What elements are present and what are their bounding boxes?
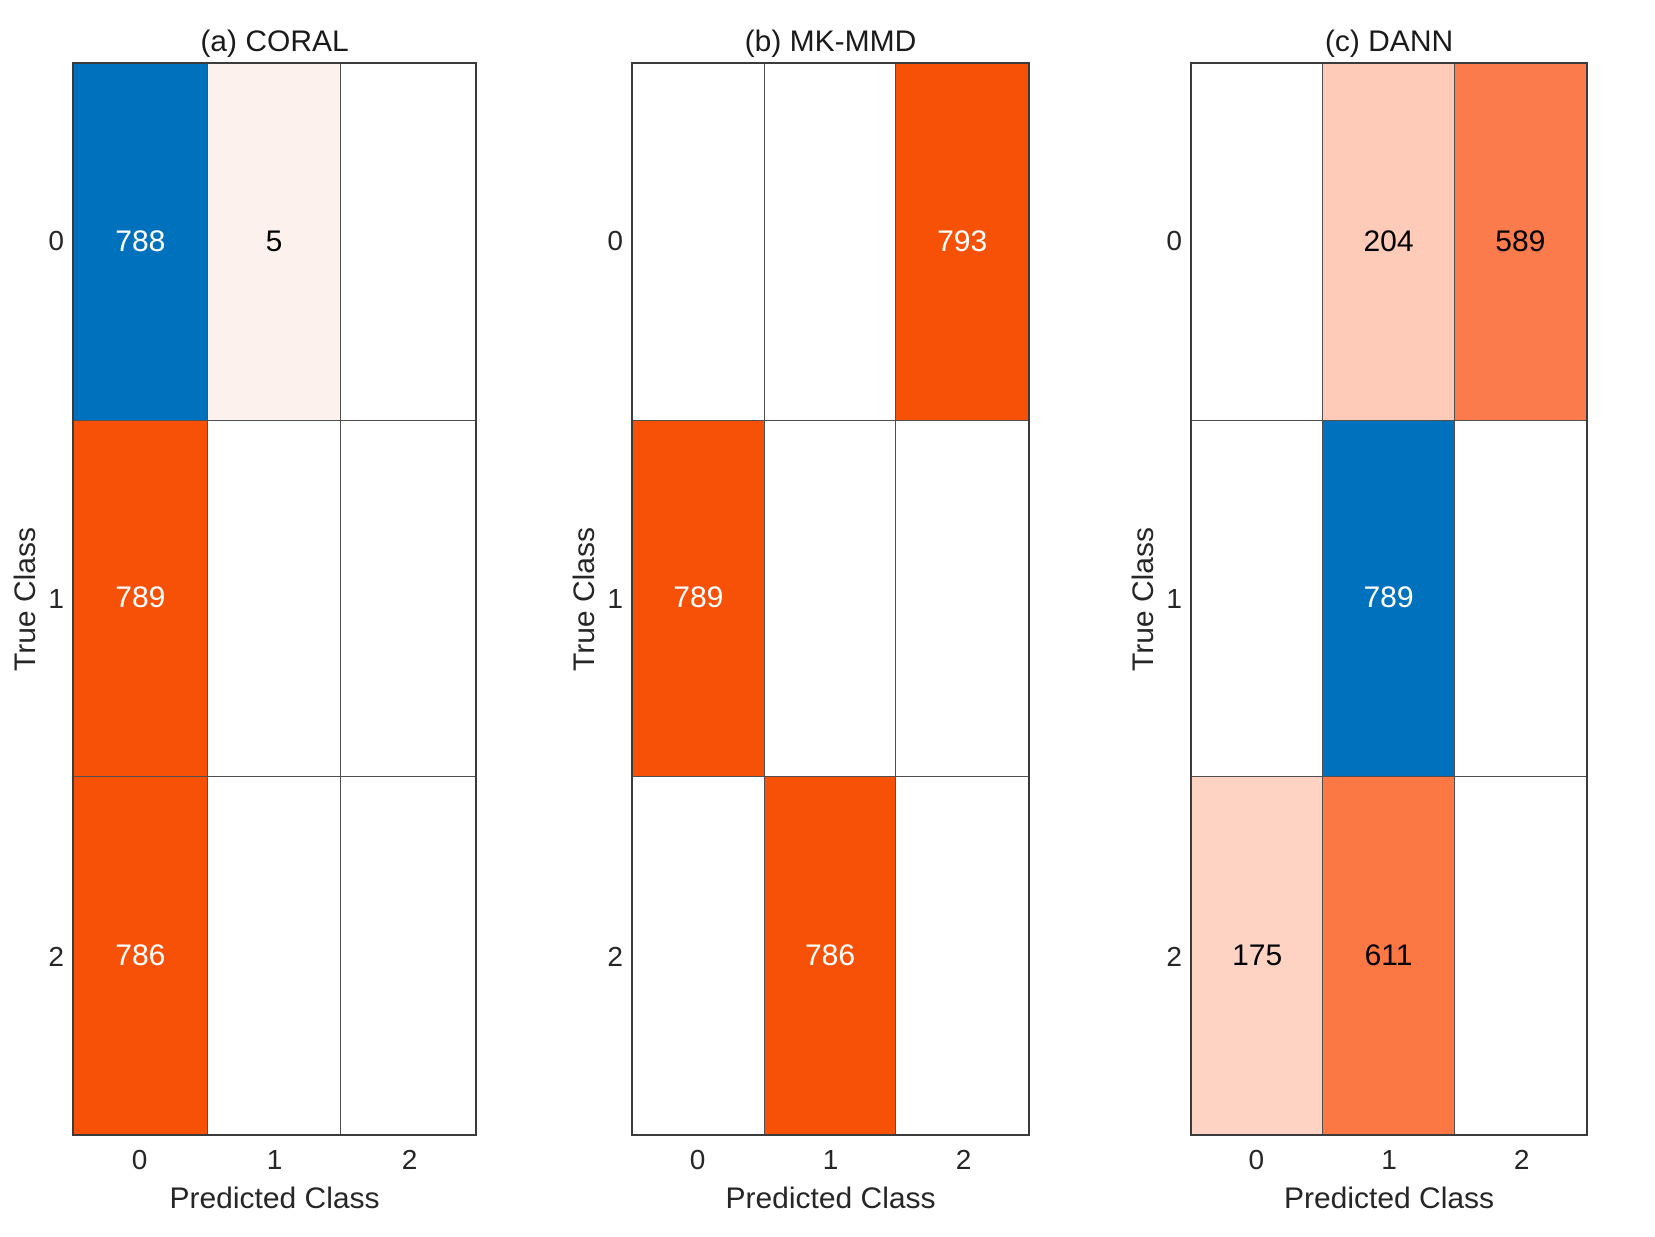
x-axis-label: Predicted Class [169,1182,380,1215]
x-tick-2: 2 [1513,1144,1530,1175]
matrix-cell-r0c2: 589 [1454,64,1586,421]
matrix-cell-r2c2 [896,777,1028,1134]
confusion-matrix-dann: 204 589 789 175 611 [1190,62,1588,1136]
matrix-cell-r1c2 [341,420,475,778]
cell-value: 5 [265,224,283,258]
matrix-cell-r0c2 [341,64,475,421]
matrix-cell-r0c1: 5 [207,64,342,421]
panel-title: (a) CORAL [200,25,349,58]
matrix-cell-r1c1 [764,420,897,778]
cell-value: 175 [1232,938,1283,972]
matrix-cell-r0c2: 793 [896,64,1028,421]
cell-value: 786 [115,938,166,972]
cell-value: 793 [937,224,988,258]
x-axis-label: Predicted Class [1283,1182,1495,1215]
matrix-cell-r2c2 [341,777,475,1134]
matrix-cell-r0c0 [1192,64,1324,421]
matrix-cell-r1c2 [1454,420,1586,778]
matrix-cell-r2c1: 786 [764,777,897,1134]
matrix-cell-r2c1 [207,777,342,1134]
x-tick-1: 1 [822,1144,839,1175]
y-tick-1: 1 [1166,583,1182,614]
matrix-cell-r2c1: 611 [1323,777,1455,1134]
x-tick-0: 0 [1248,1144,1265,1175]
x-tick-1: 1 [266,1144,283,1175]
x-tick-1: 1 [1381,1144,1397,1175]
x-tick-2: 2 [955,1144,972,1175]
y-tick-0: 0 [48,225,64,256]
matrix-cell-r1c0: 789 [633,420,765,778]
matrix-cell-r0c1: 204 [1323,64,1455,421]
matrix-cell-r2c0: 786 [74,777,208,1134]
confusion-matrix-coral: 788 5 789 786 [72,62,477,1136]
y-tick-2: 2 [48,941,64,972]
cell-value: 789 [1363,581,1414,615]
x-tick-0: 0 [689,1144,706,1175]
x-axis-label: Predicted Class [725,1182,936,1215]
matrix-cell-r1c0: 789 [74,420,208,778]
cell-value: 788 [115,224,166,258]
y-tick-2: 2 [607,941,623,972]
cell-value: 589 [1495,224,1546,258]
y-tick-0: 0 [1166,225,1182,256]
cell-value: 789 [673,581,724,615]
panel-title: (b) MK-MMD [744,25,917,58]
matrix-cell-r0c0: 788 [74,64,208,421]
y-tick-1: 1 [48,583,64,614]
panel-title: (c) DANN [1324,25,1454,58]
y-tick-2: 2 [1166,941,1182,972]
matrix-cell-r2c0 [633,777,765,1134]
matrix-cell-r1c0 [1192,420,1324,778]
matrix-cell-r1c1 [207,420,342,778]
cell-value: 204 [1363,224,1414,258]
y-tick-0: 0 [607,225,623,256]
cell-value: 786 [804,938,856,972]
matrix-cell-r1c2 [896,420,1028,778]
x-tick-0: 0 [131,1144,148,1175]
cell-value: 611 [1364,938,1413,972]
matrix-cell-r1c1: 789 [1323,420,1455,778]
matrix-cell-r0c1 [764,64,897,421]
matrix-cell-r2c0: 175 [1192,777,1324,1134]
cell-value: 789 [115,581,166,615]
confusion-matrix-mkmmd: 793 789 786 [631,62,1030,1136]
x-tick-2: 2 [401,1144,418,1175]
matrix-cell-r0c0 [633,64,765,421]
matrix-cell-r2c2 [1454,777,1586,1134]
y-tick-1: 1 [607,583,623,614]
